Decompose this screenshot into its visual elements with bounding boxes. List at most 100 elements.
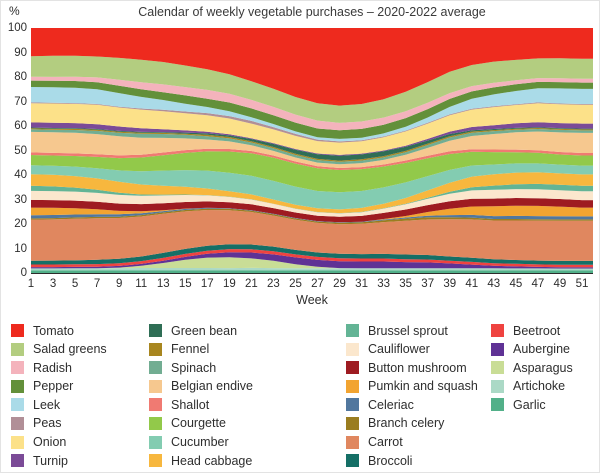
x-axis-tick-labels: 1 3 5 7 9 11 13 15 17 19 21 23 25 27 29 31 33 35 37 39 41 43 4…: [1, 278, 599, 292]
legend-label: Button mushroom: [368, 360, 467, 375]
x-tick-label-17: 17: [200, 278, 214, 290]
x-tick-label-23: 23: [267, 278, 280, 290]
legend-item-belgian-endive: Belgian endive: [149, 379, 346, 394]
y-tick-label-30: 30: [14, 193, 27, 206]
x-tick-label-7: 7: [93, 278, 101, 290]
legend-swatch-fennel: [149, 342, 162, 356]
x-tick-label-37: 37: [421, 278, 435, 290]
legend-swatch-pepper: [11, 379, 24, 393]
legend-item-pepper: Pepper: [11, 379, 149, 393]
area-onion: [31, 103, 593, 155]
legend-swatch-brussel-sprout: [346, 324, 359, 337]
legend-label: Carrot: [368, 435, 403, 450]
legend-item-onion: Onion: [11, 435, 149, 450]
legend-label: Asparagus: [513, 360, 573, 375]
legend-item-asparagus: Asparagus: [491, 360, 595, 375]
chart-title: Calendar of weekly vegetable purchases –…: [138, 5, 486, 19]
legend-label: Tomato: [33, 323, 74, 338]
legend-item-head-cabbage: Head cabbage: [149, 453, 346, 468]
x-tick-label-45: 45: [509, 278, 523, 290]
y-tick-label-100: 100: [7, 22, 27, 34]
legend-swatch-beetroot: [491, 324, 504, 337]
stacked-area-chart: [31, 28, 593, 273]
legend-swatch-button-mushroom: [346, 361, 359, 375]
y-tick-label-80: 80: [14, 71, 27, 83]
legend-column: Tomato Salad greens Radish Pepper Leek Peas On…: [11, 323, 149, 472]
legend-label: Cucumber: [171, 435, 229, 450]
x-tick-label-13: 13: [156, 278, 170, 290]
area-green-bean: [31, 127, 593, 161]
legend-item-aubergine: Aubergine: [491, 342, 595, 356]
legend-swatch-artichoke: [491, 379, 504, 393]
legend-item-tomato: Tomato: [11, 323, 149, 338]
legend-item-button-mushroom: Button mushroom: [346, 360, 491, 375]
x-tick-label-51: 51: [575, 278, 589, 290]
x-tick-label-41: 41: [465, 278, 479, 290]
area-artichoke: [31, 267, 593, 271]
x-tick-label-25: 25: [289, 278, 302, 290]
legend-swatch-asparagus: [491, 361, 504, 375]
legend-swatch-leek: [11, 398, 24, 412]
area-pepper: [31, 80, 593, 139]
legend-label: Turnip: [33, 453, 68, 468]
legend-item-radish: Radish: [11, 361, 149, 375]
legend-label: Spinach: [171, 360, 217, 375]
area-leek: [31, 87, 593, 142]
legend-swatch-branch-celery: [346, 416, 359, 430]
legend-label: Garlic: [513, 397, 546, 412]
legend-item-beetroot: Beetroot: [491, 323, 595, 338]
x-tick-label-47: 47: [531, 278, 545, 290]
area-garlic: [31, 270, 593, 273]
legend-swatch-spinach: [149, 361, 162, 375]
y-tick-label-60: 60: [14, 120, 27, 132]
legend-item-garlic: Garlic: [491, 397, 595, 412]
y-tick-label-90: 90: [14, 46, 27, 59]
legend-label: Courgette: [171, 416, 226, 431]
legend-label: Brussel sprout: [368, 323, 448, 338]
legend-column: Green bean Fennel Spinach Belgian endive Sha…: [149, 324, 346, 472]
legend-item-leek: Leek: [11, 398, 149, 412]
legend-label: Cauliflower: [368, 342, 430, 357]
legend-swatch-aubergine: [491, 342, 504, 356]
area-branch-celery: [31, 208, 593, 225]
legend-swatch-broccoli: [346, 454, 359, 468]
legend-label: Broccoli: [368, 453, 413, 468]
legend-swatch-onion: [11, 435, 24, 449]
area-button-mushroom: [31, 198, 593, 223]
area-cucumber: [31, 163, 593, 210]
legend-label: Head cabbage: [171, 453, 253, 468]
legend-item-spinach: Spinach: [149, 360, 346, 375]
area-brussel-sprout: [31, 183, 593, 214]
legend-column: Beetroot Aubergine Asparagus Artichoke Garli…: [491, 323, 595, 472]
legend-swatch-cauliflower: [346, 342, 359, 356]
area-asparagus: [31, 257, 593, 269]
x-tick-label-3: 3: [49, 278, 57, 290]
x-tick-label-29: 29: [333, 278, 346, 290]
x-axis-title: Week: [296, 293, 328, 307]
legend-item-celeriac: Celeriac: [346, 398, 491, 412]
x-tick-label-9: 9: [115, 278, 123, 290]
legend-item-green-bean: Green bean: [149, 324, 346, 338]
legend-item-carrot: Carrot: [346, 435, 491, 450]
area-belgian-endive: [31, 131, 593, 168]
area-broccoli: [31, 244, 593, 265]
legend-label: Belgian endive: [171, 379, 254, 394]
x-tick-label-11: 11: [135, 278, 148, 290]
legend-label: Beetroot: [513, 323, 561, 338]
x-tick-label-1: 1: [27, 278, 35, 290]
area-salad-greens: [31, 55, 593, 123]
legend-label: Peas: [33, 416, 62, 431]
legend-label: Onion: [33, 435, 67, 450]
legend-swatch-cucumber: [149, 435, 162, 449]
x-tick-label-31: 31: [355, 278, 368, 290]
legend-swatch-garlic: [491, 398, 504, 412]
y-tick-label-40: 40: [14, 169, 27, 181]
legend-swatch-peas: [11, 416, 24, 430]
legend-swatch-turnip: [11, 454, 24, 468]
legend-swatch-carrot: [346, 435, 359, 449]
area-beetroot: [31, 249, 593, 268]
legend-swatch-pumkin-and-squash: [346, 379, 359, 393]
legend-swatch-radish: [11, 361, 24, 375]
legend-item-salad-greens: Salad greens: [11, 342, 149, 356]
